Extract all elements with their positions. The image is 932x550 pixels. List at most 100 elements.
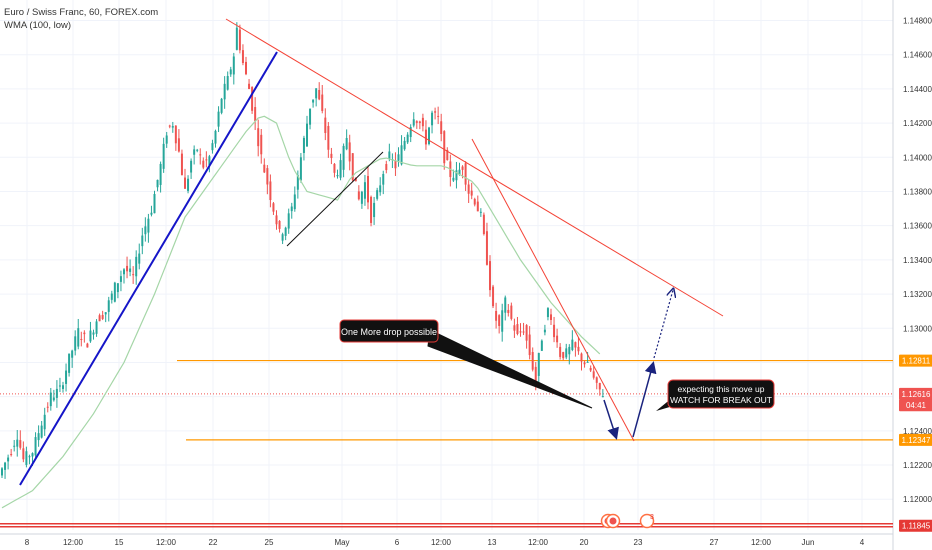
candle-body — [431, 112, 434, 126]
candle-body — [248, 83, 251, 90]
candle-body — [43, 414, 46, 430]
candle-body — [351, 153, 354, 181]
y-tick-label: 1.14600 — [903, 51, 932, 60]
price-label-text: 1.12347 — [902, 436, 931, 445]
candle-body — [473, 198, 476, 205]
candle-body — [501, 310, 504, 332]
candle-body — [302, 137, 305, 153]
candle-body — [68, 353, 71, 373]
candle-body — [235, 27, 238, 50]
candle-body — [138, 253, 141, 264]
candle-body — [580, 353, 583, 362]
candle-body — [25, 451, 28, 465]
candle-body — [565, 348, 568, 358]
event-count-label: 3 — [650, 514, 654, 521]
candle-body — [77, 328, 80, 347]
candle-body — [34, 437, 37, 456]
candle-body — [492, 286, 495, 307]
candle-body — [177, 138, 180, 152]
candle-body — [339, 160, 342, 178]
indicator-label: WMA (100, low) — [4, 20, 72, 31]
x-tick-label: 22 — [209, 538, 218, 547]
candle-body — [107, 300, 110, 312]
candle-body — [315, 88, 318, 99]
candle-body — [543, 329, 546, 333]
price-label-badge — [899, 354, 932, 367]
price-label-text: 1.12616 — [902, 390, 931, 399]
candle-body — [168, 125, 171, 127]
candle-body — [577, 346, 580, 352]
candle-body — [400, 145, 403, 165]
candle-body — [318, 89, 321, 100]
candle-body — [470, 190, 473, 196]
candle-body — [214, 130, 217, 144]
x-tick-label: 13 — [488, 538, 497, 547]
price-label-badge — [899, 399, 932, 412]
candle-body — [467, 184, 470, 194]
candle-body — [348, 142, 351, 162]
candle-body — [80, 338, 83, 340]
x-tick-label: 12:00 — [528, 538, 549, 547]
x-tick-label: 20 — [580, 538, 589, 547]
candle-body — [379, 185, 382, 193]
candle-body — [464, 163, 467, 185]
candle-body — [409, 127, 412, 138]
candle-body — [434, 111, 437, 113]
red-steep-trend-line — [471, 138, 635, 442]
candle-body — [254, 107, 257, 122]
candle-body — [333, 163, 336, 173]
candle-body — [598, 383, 601, 390]
candle-body — [424, 129, 427, 145]
candle-body — [507, 309, 510, 314]
candle-body — [40, 425, 43, 438]
candle-body — [165, 135, 168, 144]
candle-body — [116, 283, 119, 293]
candle-body — [74, 336, 77, 351]
price-label-badge — [899, 433, 932, 446]
candle-body — [13, 445, 16, 447]
candle-body — [412, 119, 415, 126]
candle-body — [504, 297, 507, 313]
wma-line — [1, 115, 601, 509]
candle-body — [342, 145, 345, 170]
candle-body — [86, 343, 89, 348]
candle-body — [199, 154, 202, 156]
candle-body — [528, 334, 531, 356]
candle-body — [324, 117, 327, 134]
candle-body — [159, 163, 162, 185]
candle-body — [443, 131, 446, 164]
candle-body — [485, 231, 488, 265]
candle-body — [498, 315, 501, 326]
price-label-text: 1.12811 — [902, 357, 931, 366]
y-tick-label: 1.14200 — [903, 119, 932, 128]
candle-body — [257, 128, 260, 147]
callout-breakout-text-line1: expecting this move up — [678, 384, 765, 394]
x-tick-label: 15 — [115, 538, 124, 547]
candle-body — [135, 256, 138, 277]
candle-body — [522, 331, 525, 333]
candle-body — [312, 99, 315, 103]
callout-breakout-text-line2: WATCH FOR BREAK OUT — [670, 395, 772, 405]
candle-body — [537, 353, 540, 376]
candle-body — [28, 456, 31, 458]
candle-body — [141, 235, 144, 247]
candle-body — [583, 362, 586, 365]
candle-body — [4, 462, 7, 470]
candle-body — [601, 396, 604, 398]
candle-body — [184, 177, 186, 189]
up-projection-arrow — [632, 361, 657, 438]
candle-body — [330, 153, 333, 159]
price-label-badge — [899, 387, 932, 400]
candle-body — [519, 331, 522, 333]
price-label-badge — [899, 519, 932, 532]
x-tick-label: May — [334, 538, 349, 547]
candle-body — [113, 282, 116, 302]
candle-body — [55, 388, 58, 398]
candle-body — [571, 339, 574, 350]
candle-body — [309, 108, 312, 125]
candle-body — [65, 370, 68, 384]
candle-body — [299, 157, 302, 181]
candle-body — [275, 215, 278, 225]
